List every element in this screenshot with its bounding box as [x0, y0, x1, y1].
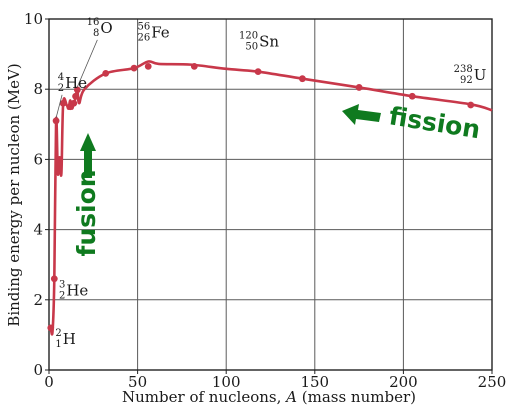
x-tick-label-50: 50: [128, 373, 147, 391]
x-tick-label-250: 250: [478, 373, 507, 391]
nuclide-mass-U238: 238: [454, 64, 473, 75]
nuclide-charge-O16: 8: [93, 28, 99, 39]
nuclide-charge-He3: 2: [59, 291, 65, 302]
nuclide-symbol-O16: O: [100, 19, 112, 37]
fission-arrow: [342, 104, 381, 125]
data-point-0: [47, 324, 55, 332]
data-point-12: [190, 62, 198, 70]
data-markers: [47, 62, 475, 332]
nuclide-He4: 42 He: [58, 72, 87, 94]
data-point-11: [144, 62, 152, 70]
data-point-8: [73, 86, 81, 94]
data-point-4: [59, 99, 67, 107]
x-axis-ticks: 0 50 100 150 200 250: [44, 370, 506, 391]
data-point-2: [52, 117, 60, 125]
y-tick-label-4: 4: [33, 221, 43, 239]
process-arrows: [80, 104, 381, 178]
data-point-15: [355, 84, 363, 91]
data-point-10: [130, 64, 138, 72]
nuclide-symbol-He4: He: [65, 74, 87, 92]
y-tick-label-0: 0: [33, 361, 43, 379]
nuclide-charge-Fe56: 26: [137, 32, 150, 43]
nuclide-symbol-Fe56: Fe: [151, 23, 170, 41]
y-tick-label-6: 6: [33, 150, 43, 168]
binding-energy-line: [49, 60, 493, 336]
data-point-13: [254, 68, 262, 76]
nuclide-symbol-Sn120: Sn: [259, 33, 279, 51]
y-axis-label: Binding energy per nucleon (MeV): [5, 63, 23, 326]
plot-border: [48, 18, 493, 371]
grid: [49, 19, 492, 370]
y-tick-label-10: 10: [24, 10, 43, 28]
nuclide-charge-U238: 92: [460, 75, 473, 86]
data-point-3: [56, 156, 64, 163]
x-tick-label-150: 150: [300, 373, 329, 391]
nuclide-symbol-H2: H: [63, 330, 76, 348]
nuclide-O16: 168 O: [87, 17, 113, 39]
data-point-9: [102, 70, 110, 77]
data-point-14: [298, 75, 306, 83]
fission-label: fission: [387, 101, 482, 144]
x-tick-label-0: 0: [44, 373, 54, 391]
data-point-6: [70, 99, 78, 107]
nuclide-mass-O16: 16: [87, 17, 100, 28]
y-axis-ticks: 0 2 4 6 8 10: [24, 10, 49, 379]
nuclide-mass-Fe56: 56: [137, 21, 150, 32]
y-tick-label-2: 2: [33, 291, 43, 309]
data-point-16: [408, 92, 416, 100]
leader-O16: [76, 39, 98, 88]
fusion-label: fusion: [72, 169, 101, 256]
annotation-leaders: [55, 39, 98, 118]
data-point-17: [467, 101, 475, 109]
x-axis-label: Number of nucleons, A (mass number): [122, 388, 416, 406]
nuclide-H2: 21 H: [55, 328, 75, 350]
nuclide-mass-He4: 4: [58, 72, 64, 83]
nuclide-mass-H2: 2: [55, 328, 61, 339]
nuclide-mass-Sn120: 120: [239, 31, 258, 42]
nuclide-charge-He4: 2: [58, 83, 64, 94]
x-tick-label-200: 200: [389, 373, 418, 391]
nuclide-charge-H2: 1: [55, 339, 61, 350]
plot-frame: [48, 18, 493, 371]
binding-energy-curve: [49, 60, 493, 336]
fusion-arrow-shaft: [84, 150, 92, 178]
nuclide-He3: 32 He: [59, 280, 88, 302]
nuclide-mass-He3: 3: [59, 280, 65, 291]
leader-He4: [55, 94, 63, 118]
y-tick-label-8: 8: [33, 80, 43, 98]
x-tick-label-100: 100: [212, 373, 241, 391]
nuclide-charge-Sn120: 50: [245, 42, 258, 53]
data-point-1: [50, 275, 58, 283]
nuclide-symbol-He3: He: [66, 282, 88, 300]
data-point-7: [72, 92, 79, 100]
nuclide-symbol-U238: U: [474, 66, 487, 84]
fusion-arrow-head: [80, 133, 96, 151]
